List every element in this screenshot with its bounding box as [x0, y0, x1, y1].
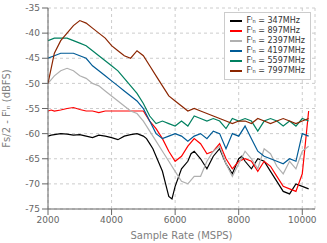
svg-text:Sample Rate (MSPS): Sample Rate (MSPS)	[131, 230, 233, 241]
html-text:Fᴵₙ = 347MHz: Fᴵₙ = 347MHz	[246, 16, 300, 25]
svg-text:Fs/2 - Fᴵₙ (dBFS): Fs/2 - Fᴵₙ (dBFS)	[1, 69, 12, 147]
svg-text:8000: 8000	[227, 215, 250, 225]
svg-text:-50: -50	[25, 79, 40, 89]
svg-text:-35: -35	[25, 3, 40, 13]
svg-text:-65: -65	[25, 154, 40, 164]
svg-text:-55: -55	[25, 104, 40, 114]
html-text:Fᴵₙ = 897MHz: Fᴵₙ = 897MHz	[246, 26, 300, 35]
svg-text:-45: -45	[25, 53, 40, 63]
svg-text:-75: -75	[25, 204, 40, 214]
svg-text:-40: -40	[25, 28, 40, 38]
html-text:Fᴵₙ = 2397MHz: Fᴵₙ = 2397MHz	[246, 36, 305, 45]
html-text:Fᴵₙ = 7997MHz: Fᴵₙ = 7997MHz	[246, 66, 305, 75]
svg-text:-70: -70	[25, 179, 40, 189]
svg-text:4000: 4000	[100, 215, 123, 225]
html-text:Fᴵₙ = 4197MHz: Fᴵₙ = 4197MHz	[246, 46, 305, 55]
html-text:Fᴵₙ = 5597MHz: Fᴵₙ = 5597MHz	[246, 56, 305, 65]
svg-text:6000: 6000	[164, 215, 187, 225]
svg-text:10000: 10000	[288, 215, 317, 225]
svg-text:-60: -60	[25, 129, 40, 139]
svg-text:2000: 2000	[37, 215, 60, 225]
